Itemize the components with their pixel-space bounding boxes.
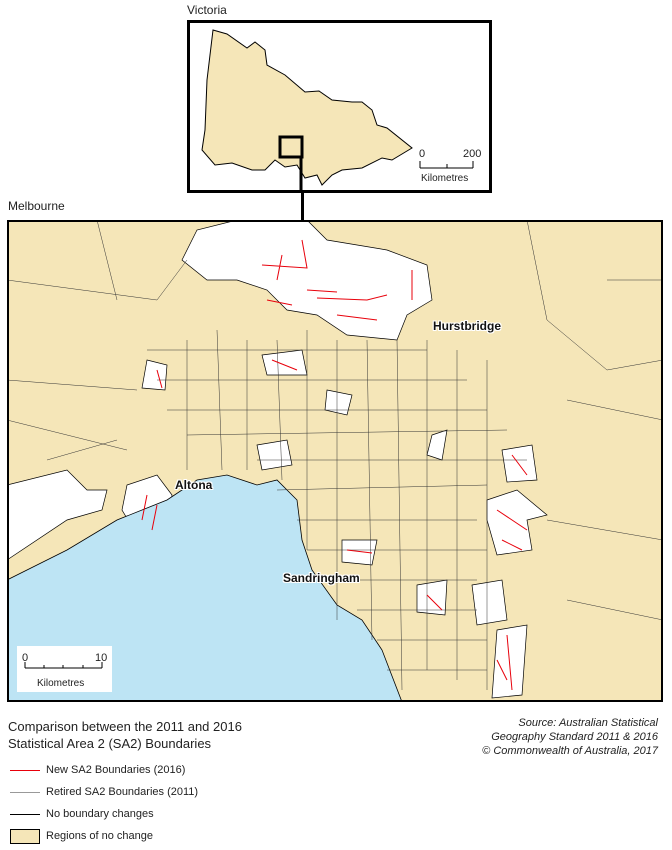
connector-line bbox=[301, 192, 304, 220]
main-scale-unit: Kilometres bbox=[37, 678, 85, 689]
legend-label: No boundary changes bbox=[46, 808, 154, 820]
legend-label: New SA2 Boundaries (2016) bbox=[46, 764, 186, 776]
legend-label: Regions of no change bbox=[46, 830, 154, 842]
source-line1: Source: Australian Statistical bbox=[518, 717, 658, 729]
legend-title-line1: Comparison between the 2011 and 2016 bbox=[8, 719, 242, 734]
main-map bbox=[7, 220, 663, 702]
legend: New SA2 Boundaries (2016) Retired SA2 Bo… bbox=[10, 759, 198, 847]
legend-item-no-change-region: Regions of no change bbox=[10, 825, 198, 847]
place-label-sandringham: Sandringham bbox=[283, 571, 360, 585]
victoria-shape bbox=[201, 29, 413, 186]
water-bay bbox=[7, 474, 403, 702]
beige-fill-swatch bbox=[10, 828, 40, 844]
inset-scale-start: 0 bbox=[419, 148, 426, 160]
main-map-title: Melbourne bbox=[8, 199, 65, 213]
inset-map bbox=[187, 20, 492, 193]
legend-title-line2: Statistical Area 2 (SA2) Boundaries bbox=[8, 736, 212, 751]
inset-scale-unit: Kilometres bbox=[421, 173, 469, 184]
red-line-swatch bbox=[10, 769, 40, 771]
source-line3: © Commonwealth of Australia, 2017 bbox=[482, 745, 658, 757]
grey-line-swatch bbox=[10, 791, 40, 793]
main-scale-end: 10 bbox=[95, 652, 108, 664]
legend-item-retired: Retired SA2 Boundaries (2011) bbox=[10, 781, 198, 803]
source-note: Source: Australian Statistical Geography… bbox=[482, 716, 658, 758]
legend-title: Comparison between the 2011 and 2016 Sta… bbox=[8, 718, 242, 752]
main-scale-start: 0 bbox=[22, 652, 29, 664]
inset-title: Victoria bbox=[187, 3, 227, 17]
new-sa2-boundaries bbox=[141, 239, 528, 691]
sa2-boundaries bbox=[7, 220, 663, 691]
legend-item-unchanged: No boundary changes bbox=[10, 803, 198, 825]
inset-scale-end: 200 bbox=[463, 148, 482, 160]
black-line-swatch bbox=[10, 813, 40, 815]
source-line2: Geography Standard 2011 & 2016 bbox=[491, 731, 658, 743]
legend-label: Retired SA2 Boundaries (2011) bbox=[46, 786, 199, 798]
place-label-altona: Altona bbox=[175, 478, 213, 492]
legend-item-new: New SA2 Boundaries (2016) bbox=[10, 759, 198, 781]
place-label-hurstbridge: Hurstbridge bbox=[433, 319, 502, 333]
